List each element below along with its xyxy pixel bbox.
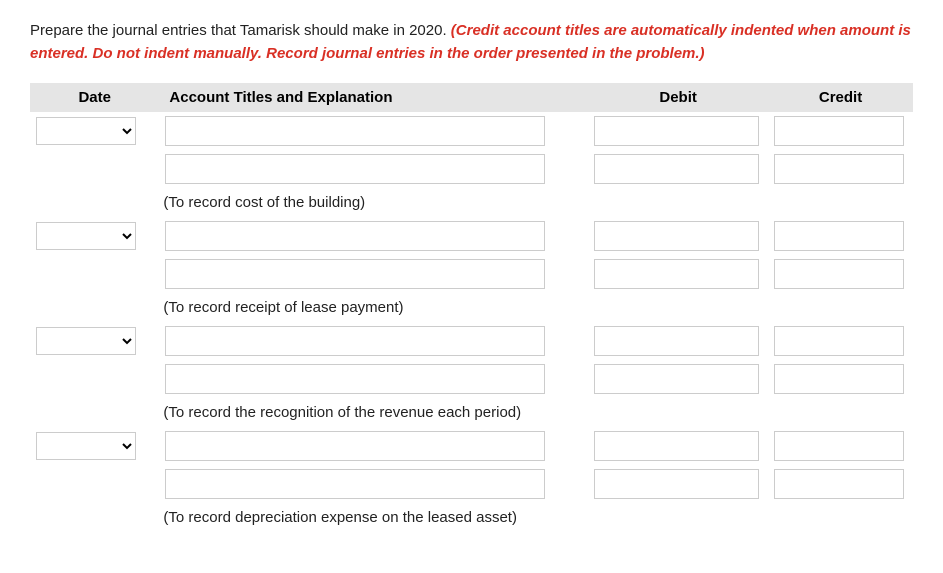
credit-input[interactable] (774, 431, 904, 461)
header-account: Account Titles and Explanation (159, 83, 588, 112)
debit-input[interactable] (594, 116, 759, 146)
debit-input[interactable] (594, 364, 759, 394)
date-select[interactable] (36, 117, 136, 145)
account-input[interactable] (165, 221, 545, 251)
account-input[interactable] (165, 259, 545, 289)
date-select[interactable] (36, 327, 136, 355)
table-row (30, 360, 913, 398)
debit-input[interactable] (594, 326, 759, 356)
table-row (30, 150, 913, 188)
table-header-row: Date Account Titles and Explanation Debi… (30, 83, 913, 112)
table-row: (To record depreciation expense on the l… (30, 503, 913, 532)
table-row (30, 255, 913, 293)
table-row (30, 427, 913, 465)
table-row (30, 465, 913, 503)
table-row: (To record cost of the building) (30, 188, 913, 217)
credit-input[interactable] (774, 221, 904, 251)
account-input[interactable] (165, 326, 545, 356)
instruction-plain: Prepare the journal entries that Tamaris… (30, 22, 451, 39)
account-input[interactable] (165, 154, 545, 184)
header-debit: Debit (588, 83, 768, 112)
credit-input[interactable] (774, 469, 904, 499)
table-row (30, 112, 913, 150)
account-input[interactable] (165, 431, 545, 461)
entry-note: (To record the recognition of the revenu… (159, 398, 588, 427)
journal-entry-table: Date Account Titles and Explanation Debi… (30, 83, 913, 532)
credit-input[interactable] (774, 259, 904, 289)
credit-input[interactable] (774, 364, 904, 394)
table-row: (To record receipt of lease payment) (30, 293, 913, 322)
debit-input[interactable] (594, 221, 759, 251)
debit-input[interactable] (594, 154, 759, 184)
instruction-text: Prepare the journal entries that Tamaris… (30, 20, 913, 65)
header-credit: Credit (768, 83, 913, 112)
debit-input[interactable] (594, 469, 759, 499)
table-row (30, 322, 913, 360)
entry-note: (To record cost of the building) (159, 188, 588, 217)
table-row: (To record the recognition of the revenu… (30, 398, 913, 427)
credit-input[interactable] (774, 326, 904, 356)
date-select[interactable] (36, 432, 136, 460)
debit-input[interactable] (594, 431, 759, 461)
account-input[interactable] (165, 116, 545, 146)
entry-note: (To record receipt of lease payment) (159, 293, 588, 322)
table-row (30, 217, 913, 255)
credit-input[interactable] (774, 154, 904, 184)
credit-input[interactable] (774, 116, 904, 146)
account-input[interactable] (165, 364, 545, 394)
entry-note: (To record depreciation expense on the l… (159, 503, 588, 532)
date-select[interactable] (36, 222, 136, 250)
account-input[interactable] (165, 469, 545, 499)
debit-input[interactable] (594, 259, 759, 289)
header-date: Date (30, 83, 159, 112)
